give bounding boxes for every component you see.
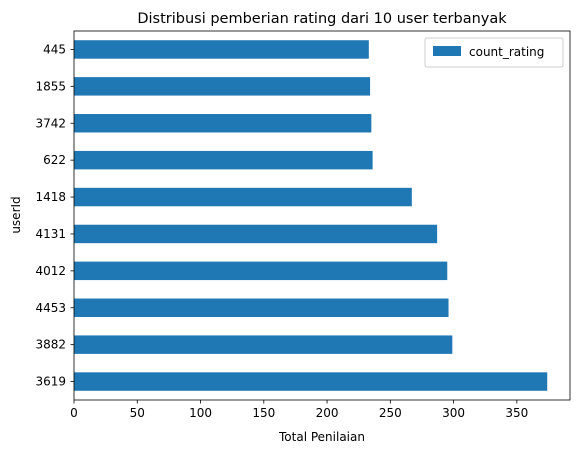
y-tick-label: 3742 xyxy=(35,116,66,130)
chart-title: Distribusi pemberian rating dari 10 user… xyxy=(137,11,507,27)
bar-622 xyxy=(74,150,373,170)
legend: count_rating xyxy=(424,37,564,68)
x-tick-label: 50 xyxy=(130,406,145,420)
y-tick-label: 622 xyxy=(43,153,66,167)
y-tick-label: 4453 xyxy=(35,301,66,315)
x-tick-label: 0 xyxy=(70,406,78,420)
x-tick-label: 200 xyxy=(316,406,339,420)
y-tick-label: 4012 xyxy=(35,264,66,278)
bar-4012 xyxy=(74,261,448,281)
bar-1855 xyxy=(74,77,371,96)
y-tick-label: 4131 xyxy=(35,227,66,241)
bar-4131 xyxy=(74,224,438,244)
legend-swatch xyxy=(433,46,461,56)
plot-frame xyxy=(73,30,571,401)
x-tick-label: 350 xyxy=(505,406,528,420)
bar-3619 xyxy=(74,372,548,391)
y-tick-label: 445 xyxy=(43,42,66,56)
y-axis-ticks: 3619 3882 4453 4012 4131 1418 622 3742 1855 445 xyxy=(35,42,74,389)
bars-layer xyxy=(74,40,548,391)
x-tick-label: 250 xyxy=(379,406,402,420)
bar-1418 xyxy=(74,187,412,207)
x-axis-ticks: 0 50 100 150 200 250 300 350 xyxy=(70,400,528,420)
x-tick-label: 100 xyxy=(189,406,212,420)
x-tick-label: 300 xyxy=(442,406,465,420)
y-axis-label: userId xyxy=(9,196,23,233)
x-tick-label: 150 xyxy=(252,406,275,420)
y-tick-label: 3619 xyxy=(35,375,66,389)
bar-3882 xyxy=(74,335,453,354)
x-axis-label: Total Penilaian xyxy=(278,430,365,444)
y-tick-label: 1855 xyxy=(35,79,66,93)
y-tick-label: 1418 xyxy=(35,190,66,204)
legend-box xyxy=(424,37,564,68)
bar-445 xyxy=(74,40,369,59)
bar-3742 xyxy=(74,114,372,133)
legend-label: count_rating xyxy=(469,45,544,59)
y-tick-label: 3882 xyxy=(35,338,66,352)
bar-4453 xyxy=(74,298,449,317)
